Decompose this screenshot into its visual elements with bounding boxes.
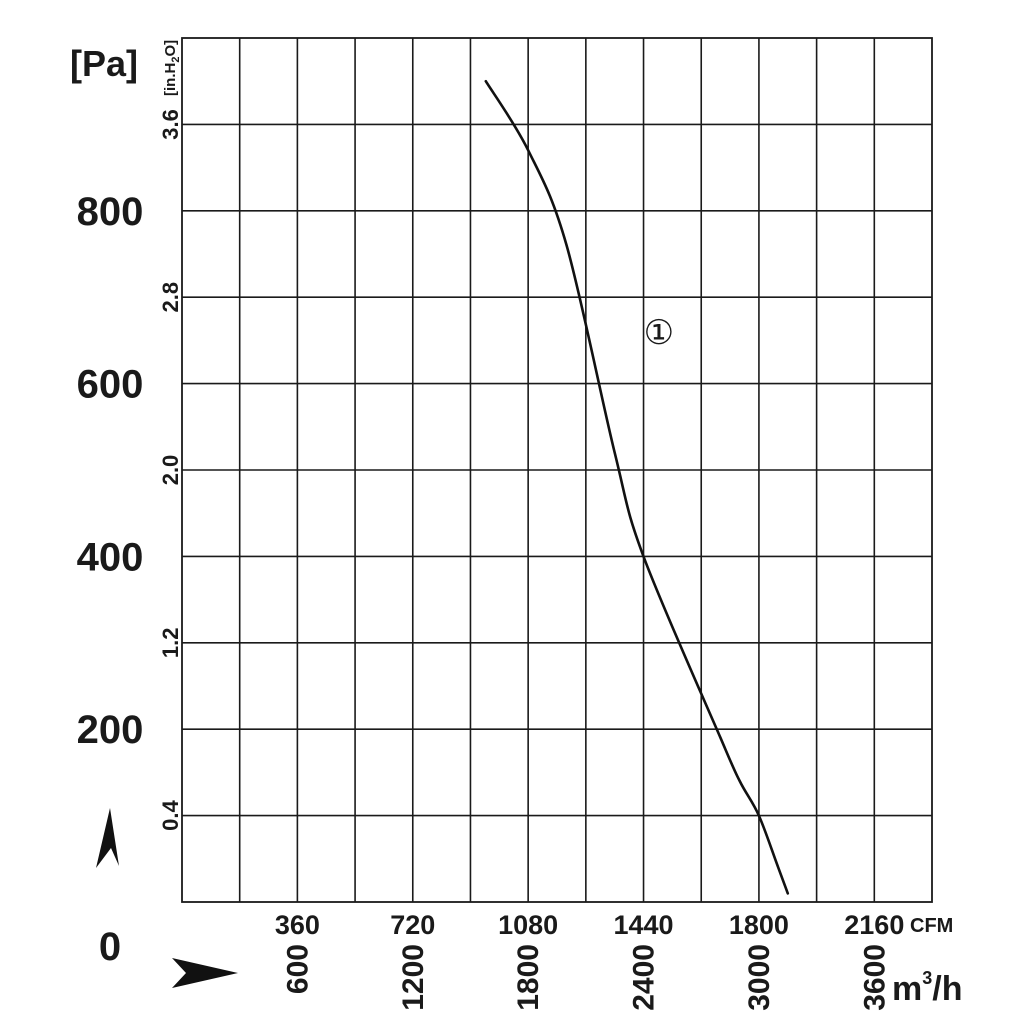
x-tick-cfm: 1080 [498, 910, 558, 940]
y2-tick-inh2o: 2.8 [158, 282, 183, 313]
y-axis-arrow-icon [96, 808, 119, 868]
series-curve-1 [484, 79, 790, 895]
x-axis-arrow-icon [172, 958, 238, 988]
y-tick-pa: 600 [77, 363, 144, 407]
grid-lines [182, 38, 932, 902]
x-tick-cfm: 2160 [844, 910, 904, 940]
y2-unit-inh2o: [in.H2O] [162, 40, 182, 96]
y-tick-pa: 200 [77, 708, 144, 752]
x2-tick-m3h: 1200 [397, 944, 430, 1011]
y2-tick-inh2o: 3.6 [158, 109, 183, 140]
plot-frame [181, 37, 933, 903]
axis-labels: 0 200 400 600 800 [Pa] 0.4 1.2 2.0 2.8 3.6 [in.H2O]… [70, 40, 962, 1011]
x-tick-cfm: 720 [390, 910, 435, 940]
y2-tick-inh2o: 1.2 [158, 628, 183, 659]
x-tick-cfm: 1440 [613, 910, 673, 940]
y-tick-pa: 800 [77, 190, 144, 234]
x-tick-cfm: 360 [275, 910, 320, 940]
y-unit-pa: [Pa] [70, 43, 138, 84]
y2-tick-inh2o: 0.4 [158, 800, 183, 831]
y-tick-pa: 400 [77, 535, 144, 579]
x2-tick-m3h: 2400 [628, 944, 661, 1011]
series-label: ① [644, 315, 674, 352]
x2-unit-m3h: m3/h [892, 968, 962, 1008]
x-unit-cfm: CFM [910, 915, 953, 937]
x2-tick-m3h: 600 [281, 944, 314, 994]
x2-tick-m3h: 3600 [858, 944, 891, 1011]
y-tick-pa: 0 [99, 925, 121, 969]
y2-tick-inh2o: 2.0 [158, 455, 183, 486]
x2-tick-m3h: 3000 [743, 944, 776, 1011]
x2-tick-m3h: 1800 [512, 944, 545, 1011]
x-tick-cfm: 1800 [729, 910, 789, 940]
